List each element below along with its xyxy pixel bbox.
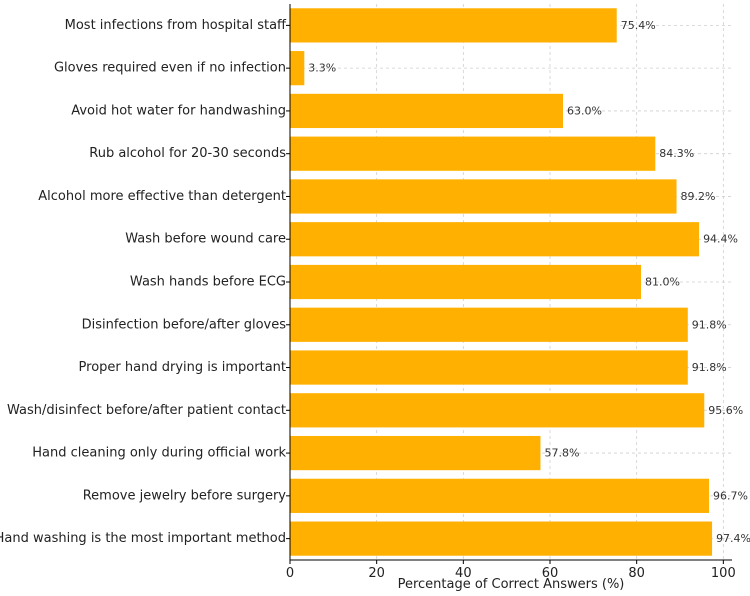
x-tick-label: 80 <box>628 566 645 581</box>
x-tick-label: 100 <box>711 566 736 581</box>
category-label: Most infections from hospital staff <box>65 18 287 33</box>
category-label: Rub alcohol for 20-30 seconds <box>89 146 286 161</box>
category-label: Avoid hot water for handwashing <box>71 103 286 118</box>
x-tick-label: 60 <box>542 566 559 581</box>
bar <box>290 350 688 385</box>
category-label: Gloves required even if no infection <box>54 61 286 76</box>
labels: Most infections from hospital staff 75.4%… <box>0 18 750 581</box>
value-label: 94.4% <box>703 233 738 246</box>
value-label: 95.6% <box>708 404 743 417</box>
value-label: 75.4% <box>621 19 656 32</box>
category-label: Proper hand drying is important <box>79 360 286 375</box>
bars <box>290 8 713 556</box>
bar <box>290 307 688 342</box>
bar <box>290 435 541 471</box>
bar <box>290 136 656 171</box>
bar <box>290 264 641 300</box>
x-axis-title: Percentage of Correct Answers (%) <box>398 577 625 592</box>
value-label: 97.4% <box>716 532 750 545</box>
value-label: 81.0% <box>645 276 680 289</box>
x-tick-label: 20 <box>368 566 385 581</box>
value-label: 91.8% <box>692 361 727 374</box>
axes <box>286 4 732 564</box>
value-label: 89.2% <box>681 190 716 203</box>
x-tick-label: 0 <box>286 566 294 581</box>
bar <box>290 93 563 129</box>
category-label: Alcohol more effective than detergent <box>38 189 286 204</box>
bar <box>290 51 305 86</box>
category-label: Wash hands before ECG <box>130 275 286 290</box>
category-label: Wash before wound care <box>125 232 286 247</box>
bar <box>290 393 705 428</box>
category-label: Wash/disinfect before/after patient cont… <box>7 403 286 418</box>
bar <box>290 179 677 214</box>
value-label: 57.8% <box>544 447 579 460</box>
value-label: 84.3% <box>659 147 694 160</box>
bar <box>290 478 710 513</box>
category-label: Hand washing is the most important metho… <box>0 531 286 546</box>
category-label: Hand cleaning only during official work <box>32 446 286 461</box>
category-label: Remove jewelry before surgery <box>83 488 287 503</box>
bar <box>290 8 617 43</box>
bar <box>290 521 713 556</box>
value-label: 3.3% <box>308 62 336 75</box>
x-tick-label: 40 <box>455 566 472 581</box>
category-label: Disinfection before/after gloves <box>82 317 287 332</box>
bar <box>290 222 700 257</box>
value-label: 91.8% <box>692 318 727 331</box>
value-label: 96.7% <box>713 489 748 502</box>
value-label: 63.0% <box>567 104 602 117</box>
